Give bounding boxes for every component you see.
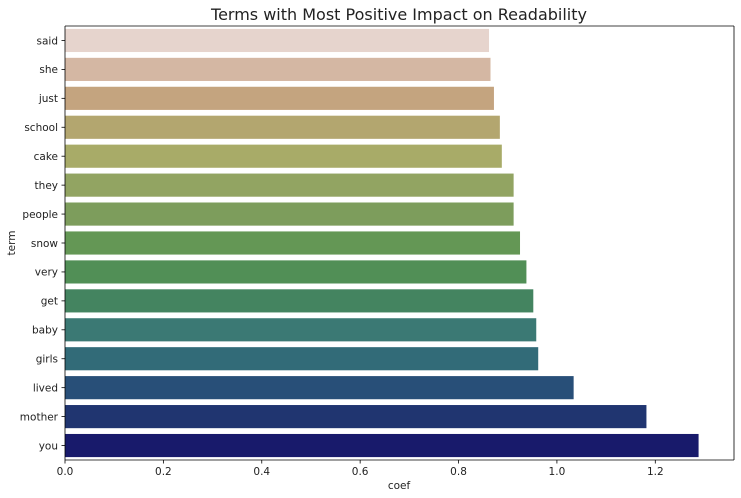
x-tick-label: 0.2 xyxy=(155,466,172,478)
x-tick-label: 1.2 xyxy=(647,466,664,478)
x-tick-label: 0.4 xyxy=(253,466,270,478)
bar-girls xyxy=(65,347,539,371)
bar-snow xyxy=(65,231,521,255)
bars-layer xyxy=(65,28,699,458)
x-tick-label: 0.8 xyxy=(450,466,467,478)
y-tick-label: just xyxy=(38,93,58,105)
bar-cake xyxy=(65,144,502,168)
x-tick-label: 1.0 xyxy=(549,466,566,478)
y-tick-label: they xyxy=(35,180,58,192)
y-tick-label: school xyxy=(24,122,58,134)
bar-just xyxy=(65,86,494,110)
y-axis-label: term xyxy=(6,231,18,256)
x-tick-label: 0.0 xyxy=(57,466,74,478)
y-tick-label: lived xyxy=(33,382,58,394)
y-tick-label: you xyxy=(39,440,58,452)
y-tick-label: girls xyxy=(36,354,58,366)
x-axis-ticks: 0.0 0.2 0.4 0.6 0.8 1.0 1.2 xyxy=(57,460,664,478)
bar-lived xyxy=(65,376,574,400)
bar-mother xyxy=(65,405,647,429)
y-tick-label: said xyxy=(37,35,59,47)
bar-baby xyxy=(65,318,537,342)
y-tick-label: baby xyxy=(32,325,58,337)
y-tick-label: people xyxy=(22,209,58,221)
y-tick-label: cake xyxy=(34,151,58,163)
bar-school xyxy=(65,115,500,139)
y-tick-label: very xyxy=(35,267,58,279)
y-tick-label: get xyxy=(41,296,58,308)
y-tick-label: she xyxy=(39,64,58,76)
bar-you xyxy=(65,433,699,458)
bar-she xyxy=(65,57,491,81)
bar-people xyxy=(65,202,514,226)
y-tick-label: mother xyxy=(20,411,59,423)
bar-said xyxy=(65,28,490,53)
x-tick-label: 0.6 xyxy=(352,466,369,478)
bar-get xyxy=(65,289,534,313)
y-tick-label: snow xyxy=(31,238,59,250)
bar-they xyxy=(65,173,514,197)
bar-very xyxy=(65,260,527,284)
y-axis-ticks: said she just school cake they people snow very g… xyxy=(20,35,65,452)
chart-title: Terms with Most Positive Impact on Reada… xyxy=(210,5,587,24)
x-axis-label: coef xyxy=(388,480,411,492)
